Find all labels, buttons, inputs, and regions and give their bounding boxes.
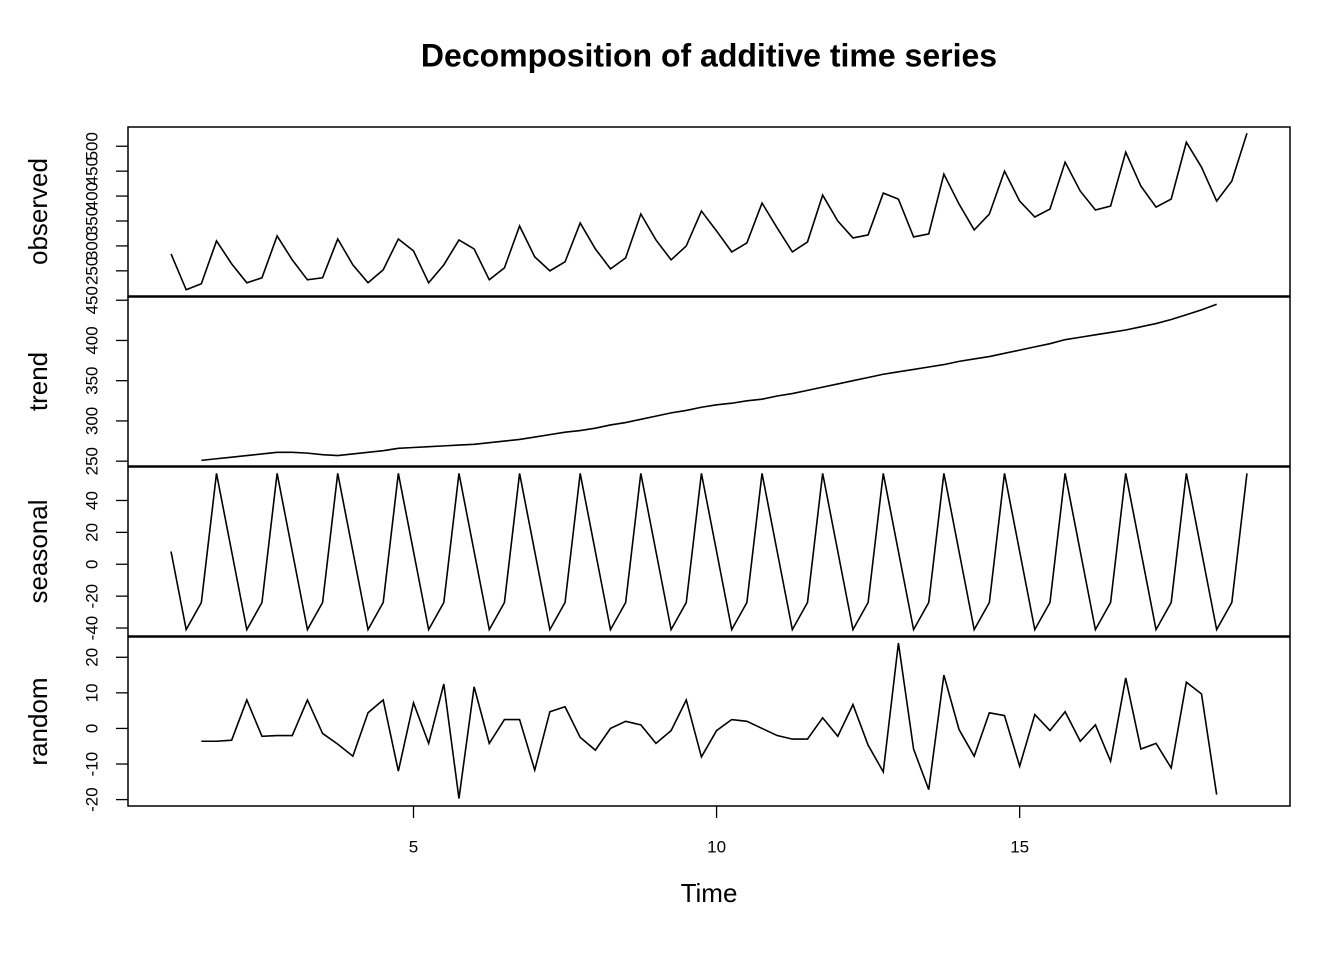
series-line — [201, 303, 1217, 462]
y-axis-label: observed — [23, 158, 53, 265]
y-tick-label: 40 — [82, 491, 101, 510]
y-tick-label: 0 — [82, 560, 101, 569]
y-tick-label: -10 — [82, 752, 101, 777]
x-tick-label: 10 — [707, 837, 726, 856]
y-tick-label: 450 — [82, 157, 101, 185]
y-tick-label: 0 — [82, 724, 101, 733]
y-tick-label: 250 — [82, 447, 101, 475]
series-line — [170, 473, 1248, 632]
y-tick-label: 400 — [82, 182, 101, 210]
series-line — [201, 642, 1218, 799]
y-tick-label: 350 — [82, 367, 101, 395]
x-tick-label: 5 — [409, 837, 418, 856]
y-tick-label: -20 — [82, 584, 101, 609]
y-tick-label: 20 — [82, 648, 101, 667]
y-axis-label: trend — [23, 352, 53, 411]
x-tick-label: 15 — [1010, 837, 1029, 856]
y-tick-label: 300 — [82, 232, 101, 260]
panel-frame — [127, 126, 1291, 297]
y-tick-label: 400 — [82, 326, 101, 354]
x-axis-label: Time — [681, 878, 738, 908]
y-axis-label: seasonal — [23, 499, 53, 603]
y-tick-label: 300 — [82, 407, 101, 435]
y-tick-label: -20 — [82, 787, 101, 812]
y-tick-label: 350 — [82, 207, 101, 235]
y-tick-label: 250 — [82, 257, 101, 285]
y-tick-label: 10 — [82, 683, 101, 702]
y-tick-label: 500 — [82, 132, 101, 160]
y-tick-label: -40 — [82, 616, 101, 641]
panel-frame — [127, 636, 1291, 807]
chart-title: Decomposition of additive time series — [421, 37, 997, 73]
y-axis-label: random — [23, 677, 53, 765]
panel-frame — [127, 296, 1291, 467]
series-line — [170, 133, 1248, 291]
panel-frame — [127, 466, 1291, 637]
y-tick-label: 20 — [82, 523, 101, 542]
y-tick-label: 450 — [82, 286, 101, 314]
